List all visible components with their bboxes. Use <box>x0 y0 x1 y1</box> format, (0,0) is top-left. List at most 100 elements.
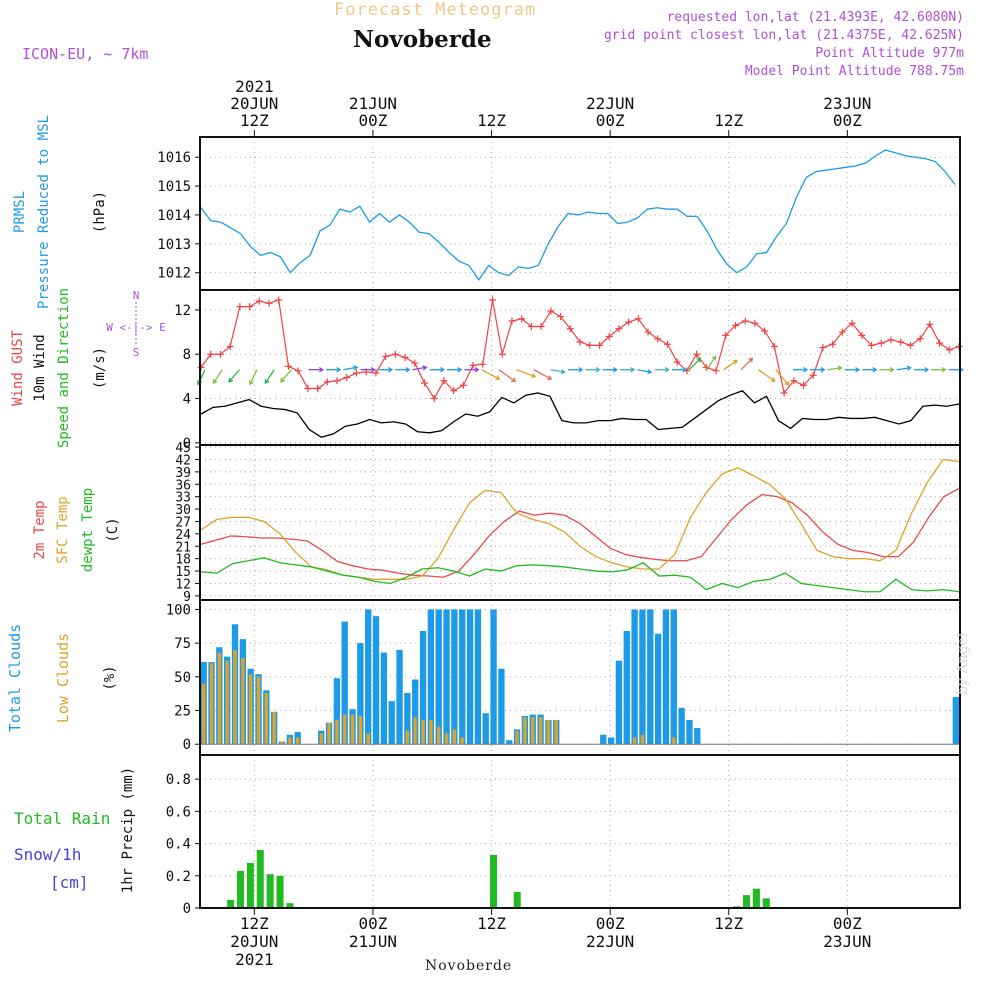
total-cloud-bar <box>678 707 685 745</box>
wind-arrowhead <box>405 367 411 373</box>
precip-label: 1hr Precip (mm) <box>120 767 136 893</box>
wind-gust-marker <box>401 354 409 362</box>
low-cloud-bar <box>531 717 535 745</box>
total-cloud-bar <box>451 609 458 745</box>
wind-arrowhead <box>264 379 270 385</box>
low-cloud-bar <box>460 737 464 745</box>
wind-arrowhead <box>422 365 428 371</box>
wind-gust-marker <box>906 341 914 349</box>
top-hour-label: 00Z <box>358 111 387 130</box>
bottom-date-label: 22JUN <box>586 932 634 951</box>
low-cloud-bar <box>264 693 269 745</box>
wind-gust-label: Wind GUST <box>10 330 26 406</box>
wind-label: 10m Wind <box>32 334 48 401</box>
low-cloud-bar <box>452 729 457 745</box>
low-cloud-bar <box>515 730 519 745</box>
wind-gust-marker <box>634 315 642 323</box>
top-hour-label: 00Z <box>833 111 862 130</box>
wind-arrowhead <box>336 367 342 373</box>
low-cloud-bar <box>538 717 543 745</box>
low-cloud-bar <box>288 737 292 745</box>
snow-units: [cm] <box>50 873 89 892</box>
wind-arrowhead <box>212 379 218 385</box>
low-cloud-bar <box>335 719 339 745</box>
temperature-tick-label: 27 <box>175 515 191 530</box>
total-cloud-bar <box>466 609 474 745</box>
wind-gust-marker <box>294 367 302 375</box>
point-altitude: Point Altitude 977m <box>815 46 964 61</box>
pressure-series-line <box>200 149 956 282</box>
wind-gust-marker <box>391 350 399 358</box>
bottom-date-label: 21JUN <box>349 932 397 951</box>
rain-bar <box>513 891 521 908</box>
clouds-tick-label: 100 <box>166 602 191 618</box>
wind-gust-marker <box>644 328 652 336</box>
total-cloud-bar <box>419 631 427 745</box>
wind-arrowhead <box>770 377 776 382</box>
top-hour-label: 12Z <box>714 111 743 130</box>
pressure-tick-label: 1015 <box>157 179 191 195</box>
pressure-tick-label: 1014 <box>157 208 191 224</box>
total-cloud-bar <box>952 697 959 745</box>
wind-direction-arrow <box>740 357 753 371</box>
wind-arrowhead <box>941 367 947 373</box>
wind-gust-marker <box>780 389 788 397</box>
rain-bar <box>286 903 294 908</box>
total-cloud-bar <box>333 678 341 745</box>
wind-arrowhead <box>630 367 636 373</box>
wind-gust-marker <box>421 379 429 387</box>
wind-arrowhead <box>664 367 670 373</box>
low-cloud-bar <box>280 741 284 745</box>
wind-gust-marker <box>459 381 467 389</box>
wind-arrowhead <box>547 375 553 381</box>
wind-arrowhead <box>711 355 717 361</box>
wind-gust-marker <box>265 299 273 307</box>
wind-gust-marker <box>527 323 535 331</box>
wind-gust-marker <box>625 318 633 326</box>
bottom-year-label: 2021 <box>235 950 274 969</box>
bottom-date-label: 20JUN <box>230 932 278 951</box>
wind-direction-arrow <box>723 360 738 371</box>
top-date-label: 20JUN <box>230 94 278 113</box>
wind-direction-label: Speed and Direction <box>56 288 72 448</box>
low-cloud-bar <box>437 726 441 745</box>
wind-gust-marker <box>838 328 846 336</box>
wind-gust-marker <box>926 320 934 328</box>
wind-gust-marker <box>275 296 283 304</box>
wind-speed-line <box>200 389 960 438</box>
wind-gust-marker <box>498 350 506 358</box>
low-cloud-bar <box>366 733 370 745</box>
total-cloud-bar <box>388 701 395 745</box>
low-cloud-bar <box>319 733 323 745</box>
low-cloud-bar <box>523 717 527 745</box>
wind-gust-marker <box>236 303 244 311</box>
total-cloud-bar <box>506 740 513 745</box>
wind-gust-marker <box>595 341 603 349</box>
requested-location: requested lon,lat (21.4393E, 42.6080N) <box>666 10 964 25</box>
precip-tick-label: 0.4 <box>166 837 191 853</box>
rain-bar <box>246 862 254 908</box>
total-cloud-bar <box>615 660 623 745</box>
wind-gust-marker <box>663 340 671 348</box>
temp-units: (C) <box>105 517 121 542</box>
wind-direction-arrow <box>228 369 241 383</box>
rain-bar <box>227 899 235 908</box>
wind-gust-marker <box>819 344 827 352</box>
wind-gust-marker <box>945 346 953 354</box>
wind-gust-marker <box>877 339 885 347</box>
wind-arrowhead <box>531 372 537 379</box>
rain-bar <box>752 888 760 908</box>
wind-gust-marker <box>207 350 215 358</box>
total-cloud-bar <box>459 609 466 745</box>
temperature-tick-label: 24 <box>175 528 191 543</box>
total-cloud-bar <box>631 609 638 745</box>
wind-gust-marker <box>226 342 234 350</box>
rain-bar <box>276 875 284 908</box>
temperature-tick-label: 9 <box>183 590 191 605</box>
low-cloud-bar <box>350 714 355 745</box>
gridpoint-location: grid point closest lon,lat (21.4375E, 42… <box>603 28 964 43</box>
total-cloud-bar <box>357 643 364 745</box>
wind-gust-marker <box>654 335 662 343</box>
total-cloud-bar <box>404 693 411 745</box>
wind-gust-marker <box>372 369 380 377</box>
